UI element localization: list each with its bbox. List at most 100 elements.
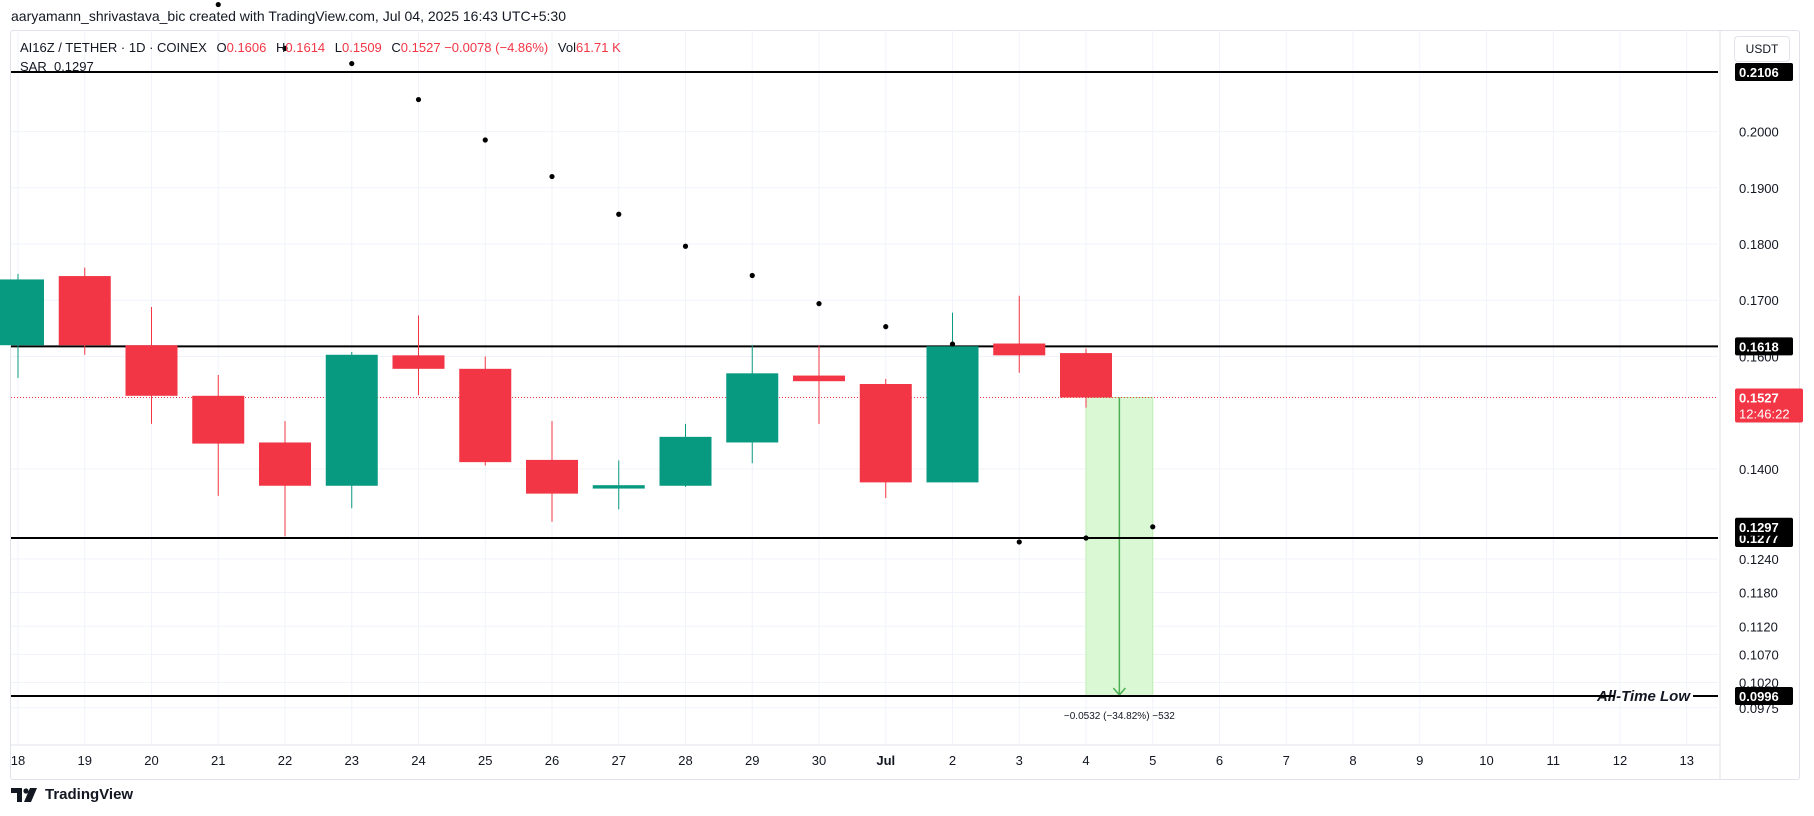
legend-close-value: 0.1527 — [400, 40, 441, 55]
x-tick-label: 23 — [345, 753, 359, 768]
x-tick-label: 9 — [1416, 753, 1423, 768]
legend-indicator-name: SAR — [20, 59, 47, 74]
sar-dot — [883, 324, 889, 330]
legend-indicator-value: 0.1297 — [53, 59, 94, 74]
legend-close-label: C — [391, 40, 401, 55]
x-tick-label: 13 — [1680, 753, 1694, 768]
last-price-badge — [1735, 388, 1803, 423]
x-tick-label: 8 — [1349, 753, 1356, 768]
legend-open-label: O — [216, 40, 227, 55]
price-badge-text: 0.2106 — [1739, 65, 1779, 80]
chart-credit: aaryamann_shrivastava_bic created with T… — [11, 8, 567, 24]
x-tick-label: 28 — [678, 753, 692, 768]
sar-badge-text: 0.1297 — [1739, 520, 1779, 535]
y-tick-label: 0.1400 — [1739, 462, 1779, 477]
x-tick-label: 2 — [949, 753, 956, 768]
legend-high-value: 0.1614 — [285, 40, 326, 55]
y-tick-label: 0.1180 — [1739, 586, 1778, 601]
sar-dot — [349, 60, 355, 67]
candle[interactable] — [993, 343, 1046, 356]
legend-low-label: L — [334, 40, 343, 55]
sar-dot — [816, 301, 822, 307]
candle[interactable] — [793, 375, 845, 382]
candle[interactable] — [392, 355, 445, 369]
legend-change: −0.0078 (−4.86%) — [444, 40, 549, 55]
x-tick-label: 10 — [1479, 753, 1493, 768]
all-time-low-label: All-Time Low — [1596, 688, 1691, 705]
y-tick-label: 0.1240 — [1739, 552, 1779, 567]
x-tick-label: 27 — [612, 753, 626, 768]
sar-dot — [282, 45, 288, 51]
x-tick-label: 19 — [78, 753, 92, 768]
candle[interactable] — [926, 346, 979, 483]
sar-dot — [1016, 539, 1022, 545]
legend-symbol: AI16Z / TETHER · 1D · COINEX — [20, 40, 207, 55]
candle[interactable] — [859, 384, 912, 483]
candle[interactable] — [459, 368, 512, 463]
x-tick-label: 6 — [1216, 753, 1223, 768]
sar-badge — [1735, 517, 1793, 536]
y-tick-label: 0.1070 — [1739, 647, 1779, 662]
measure-label: −0.0532 (−34.82%) −532 — [1064, 711, 1175, 722]
legend-high-label: H — [276, 40, 286, 55]
x-tick-label: 30 — [812, 753, 826, 768]
tradingview-logo[interactable]: TradingView — [11, 786, 133, 803]
x-tick-label: 24 — [411, 753, 425, 768]
sar-dot — [549, 173, 555, 180]
sar-dot — [215, 1, 221, 8]
x-tick-label: 22 — [278, 753, 292, 768]
last-price-badge-text: 0.1527 — [1739, 390, 1779, 405]
price-badge-text: 0.1618 — [1739, 339, 1779, 354]
candle[interactable] — [1060, 353, 1112, 398]
candle[interactable] — [592, 485, 645, 489]
x-tick-label: 11 — [1547, 753, 1561, 768]
sar-dot — [616, 211, 622, 217]
y-tick-label: 0.2000 — [1739, 125, 1779, 140]
y-tick-label: 0.1120 — [1739, 619, 1778, 634]
legend-volume-label: Vol — [557, 40, 576, 55]
candle[interactable] — [125, 345, 178, 396]
candle[interactable] — [325, 354, 378, 486]
sar-dot — [749, 272, 755, 279]
x-tick-label: 25 — [478, 753, 492, 768]
candle[interactable] — [726, 373, 779, 443]
x-tick-label: 7 — [1283, 753, 1290, 768]
x-tick-label: 29 — [745, 753, 759, 768]
x-tick-label: 20 — [144, 753, 158, 768]
y-tick-label: 0.1020 — [1739, 676, 1779, 691]
price-badge — [1735, 63, 1793, 81]
y-tick-label: 0.1900 — [1739, 181, 1779, 196]
x-tick-label: 3 — [1016, 753, 1023, 768]
x-tick-label: 21 — [211, 753, 225, 768]
currency-button[interactable]: USDT — [1734, 36, 1790, 62]
candle[interactable] — [659, 436, 712, 486]
x-tick-label: 12 — [1613, 753, 1627, 768]
candle[interactable] — [259, 442, 311, 486]
sar-dot — [1083, 535, 1089, 541]
x-tick-label: 5 — [1149, 753, 1156, 768]
x-tick-label: 18 — [11, 753, 25, 768]
price-badge — [1735, 337, 1793, 356]
chart-legend: AI16Z / TETHER · 1D · COINEX O0.1606 H0.… — [20, 38, 621, 76]
sar-dot — [1150, 524, 1156, 530]
x-tick-label: Jul — [876, 753, 895, 768]
candle[interactable] — [58, 276, 111, 346]
sar-dot — [482, 137, 488, 143]
y-tick-label: 0.1700 — [1739, 293, 1779, 308]
candle[interactable] — [526, 459, 578, 494]
tradingview-brand: TradingView — [45, 786, 134, 803]
last-price-badge-countdown: 12:46:22 — [1739, 406, 1790, 421]
x-tick-label: 4 — [1082, 753, 1089, 768]
x-tick-label: 26 — [545, 753, 559, 768]
price-badge — [1735, 687, 1793, 705]
sar-dot — [415, 96, 422, 103]
legend-open-value: 0.1606 — [226, 40, 267, 55]
price-badge-text: 0.0996 — [1739, 689, 1779, 704]
tradingview-logo-icon — [11, 787, 37, 802]
legend-low-value: 0.1509 — [342, 40, 382, 55]
candle[interactable] — [192, 395, 245, 444]
candle[interactable] — [0, 279, 44, 346]
legend-volume-value: 61.71 K — [575, 40, 621, 55]
sar-dot — [949, 341, 956, 347]
